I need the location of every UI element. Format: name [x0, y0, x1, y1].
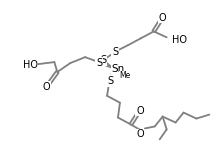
Text: O: O	[159, 13, 166, 22]
Text: S: S	[112, 47, 118, 57]
Text: Me: Me	[119, 71, 131, 80]
Text: HO: HO	[23, 60, 38, 70]
Text: O: O	[136, 106, 144, 116]
Text: Sn: Sn	[111, 64, 125, 74]
Text: S: S	[96, 58, 102, 68]
Text: O: O	[137, 129, 145, 139]
Text: HO: HO	[172, 35, 187, 45]
Text: S: S	[100, 55, 106, 65]
Text: S: S	[107, 76, 113, 86]
Text: O: O	[43, 82, 50, 92]
